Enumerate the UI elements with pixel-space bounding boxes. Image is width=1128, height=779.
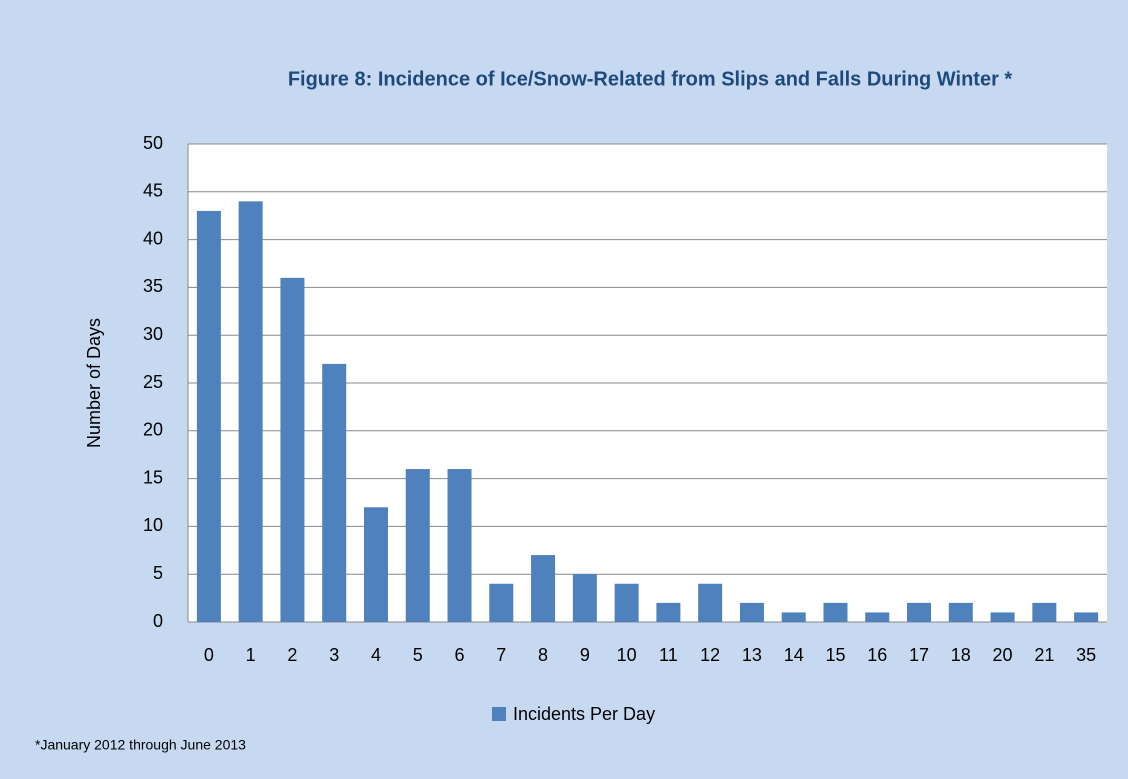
y-tick-label: 25 — [143, 372, 163, 392]
y-tick-label: 35 — [143, 276, 163, 296]
bar — [698, 583, 723, 622]
x-tick-label: 35 — [1076, 645, 1096, 665]
bar — [405, 469, 430, 622]
y-tick-label: 45 — [143, 181, 163, 201]
bar — [238, 201, 263, 623]
x-tick-label: 11 — [659, 645, 678, 665]
x-tick-label: 0 — [204, 645, 214, 665]
x-tick-label: 4 — [371, 645, 381, 665]
x-tick-label: 14 — [784, 645, 804, 665]
bar — [823, 602, 848, 622]
y-tick-label: 0 — [153, 611, 163, 631]
bar — [196, 210, 221, 623]
footnote: *January 2012 through June 2013 — [35, 737, 246, 753]
bar — [531, 555, 556, 622]
bar — [572, 574, 597, 622]
x-tick-label: 13 — [742, 645, 762, 665]
x-tick-label: 20 — [993, 645, 1013, 665]
bar — [865, 612, 890, 622]
bar — [781, 612, 806, 622]
x-tick-label: 9 — [580, 645, 590, 665]
x-tick-label: 15 — [825, 645, 845, 665]
y-tick-label: 10 — [143, 515, 163, 535]
x-tick-label: 17 — [909, 645, 929, 665]
bar — [1074, 612, 1099, 622]
bar — [280, 277, 305, 622]
x-tick-label: 12 — [700, 645, 720, 665]
x-tick-label: 7 — [496, 645, 506, 665]
y-tick-label: 30 — [143, 324, 163, 344]
bar — [739, 602, 764, 622]
x-tick-label: 1 — [246, 645, 256, 665]
x-tick-label: 18 — [951, 645, 971, 665]
y-tick-label: 15 — [143, 467, 163, 487]
y-tick-label: 40 — [143, 228, 163, 248]
bar — [656, 602, 681, 622]
x-tick-label: 5 — [413, 645, 423, 665]
y-tick-label: 50 — [143, 133, 163, 153]
y-tick-label: 20 — [143, 420, 163, 440]
x-tick-label: 10 — [617, 645, 637, 665]
bar — [1032, 602, 1057, 622]
y-axis-label: Number of Days — [84, 318, 104, 448]
x-tick-label: 8 — [538, 645, 548, 665]
x-tick-label: 16 — [867, 645, 887, 665]
bar — [322, 363, 347, 622]
y-tick-label: 5 — [153, 563, 163, 583]
bar — [948, 602, 973, 622]
legend-label: Incidents Per Day — [513, 704, 655, 724]
chart-title: Figure 8: Incidence of Ice/Snow-Related … — [288, 68, 1013, 90]
bar — [614, 583, 639, 622]
bar — [363, 507, 388, 622]
x-tick-label: 6 — [455, 645, 465, 665]
bar — [907, 602, 932, 622]
bar — [990, 612, 1015, 622]
bar — [447, 469, 472, 622]
x-tick-label: 21 — [1034, 645, 1054, 665]
x-tick-label: 3 — [329, 645, 339, 665]
bar — [489, 583, 514, 622]
x-tick-label: 2 — [287, 645, 297, 665]
legend-swatch — [492, 707, 506, 721]
